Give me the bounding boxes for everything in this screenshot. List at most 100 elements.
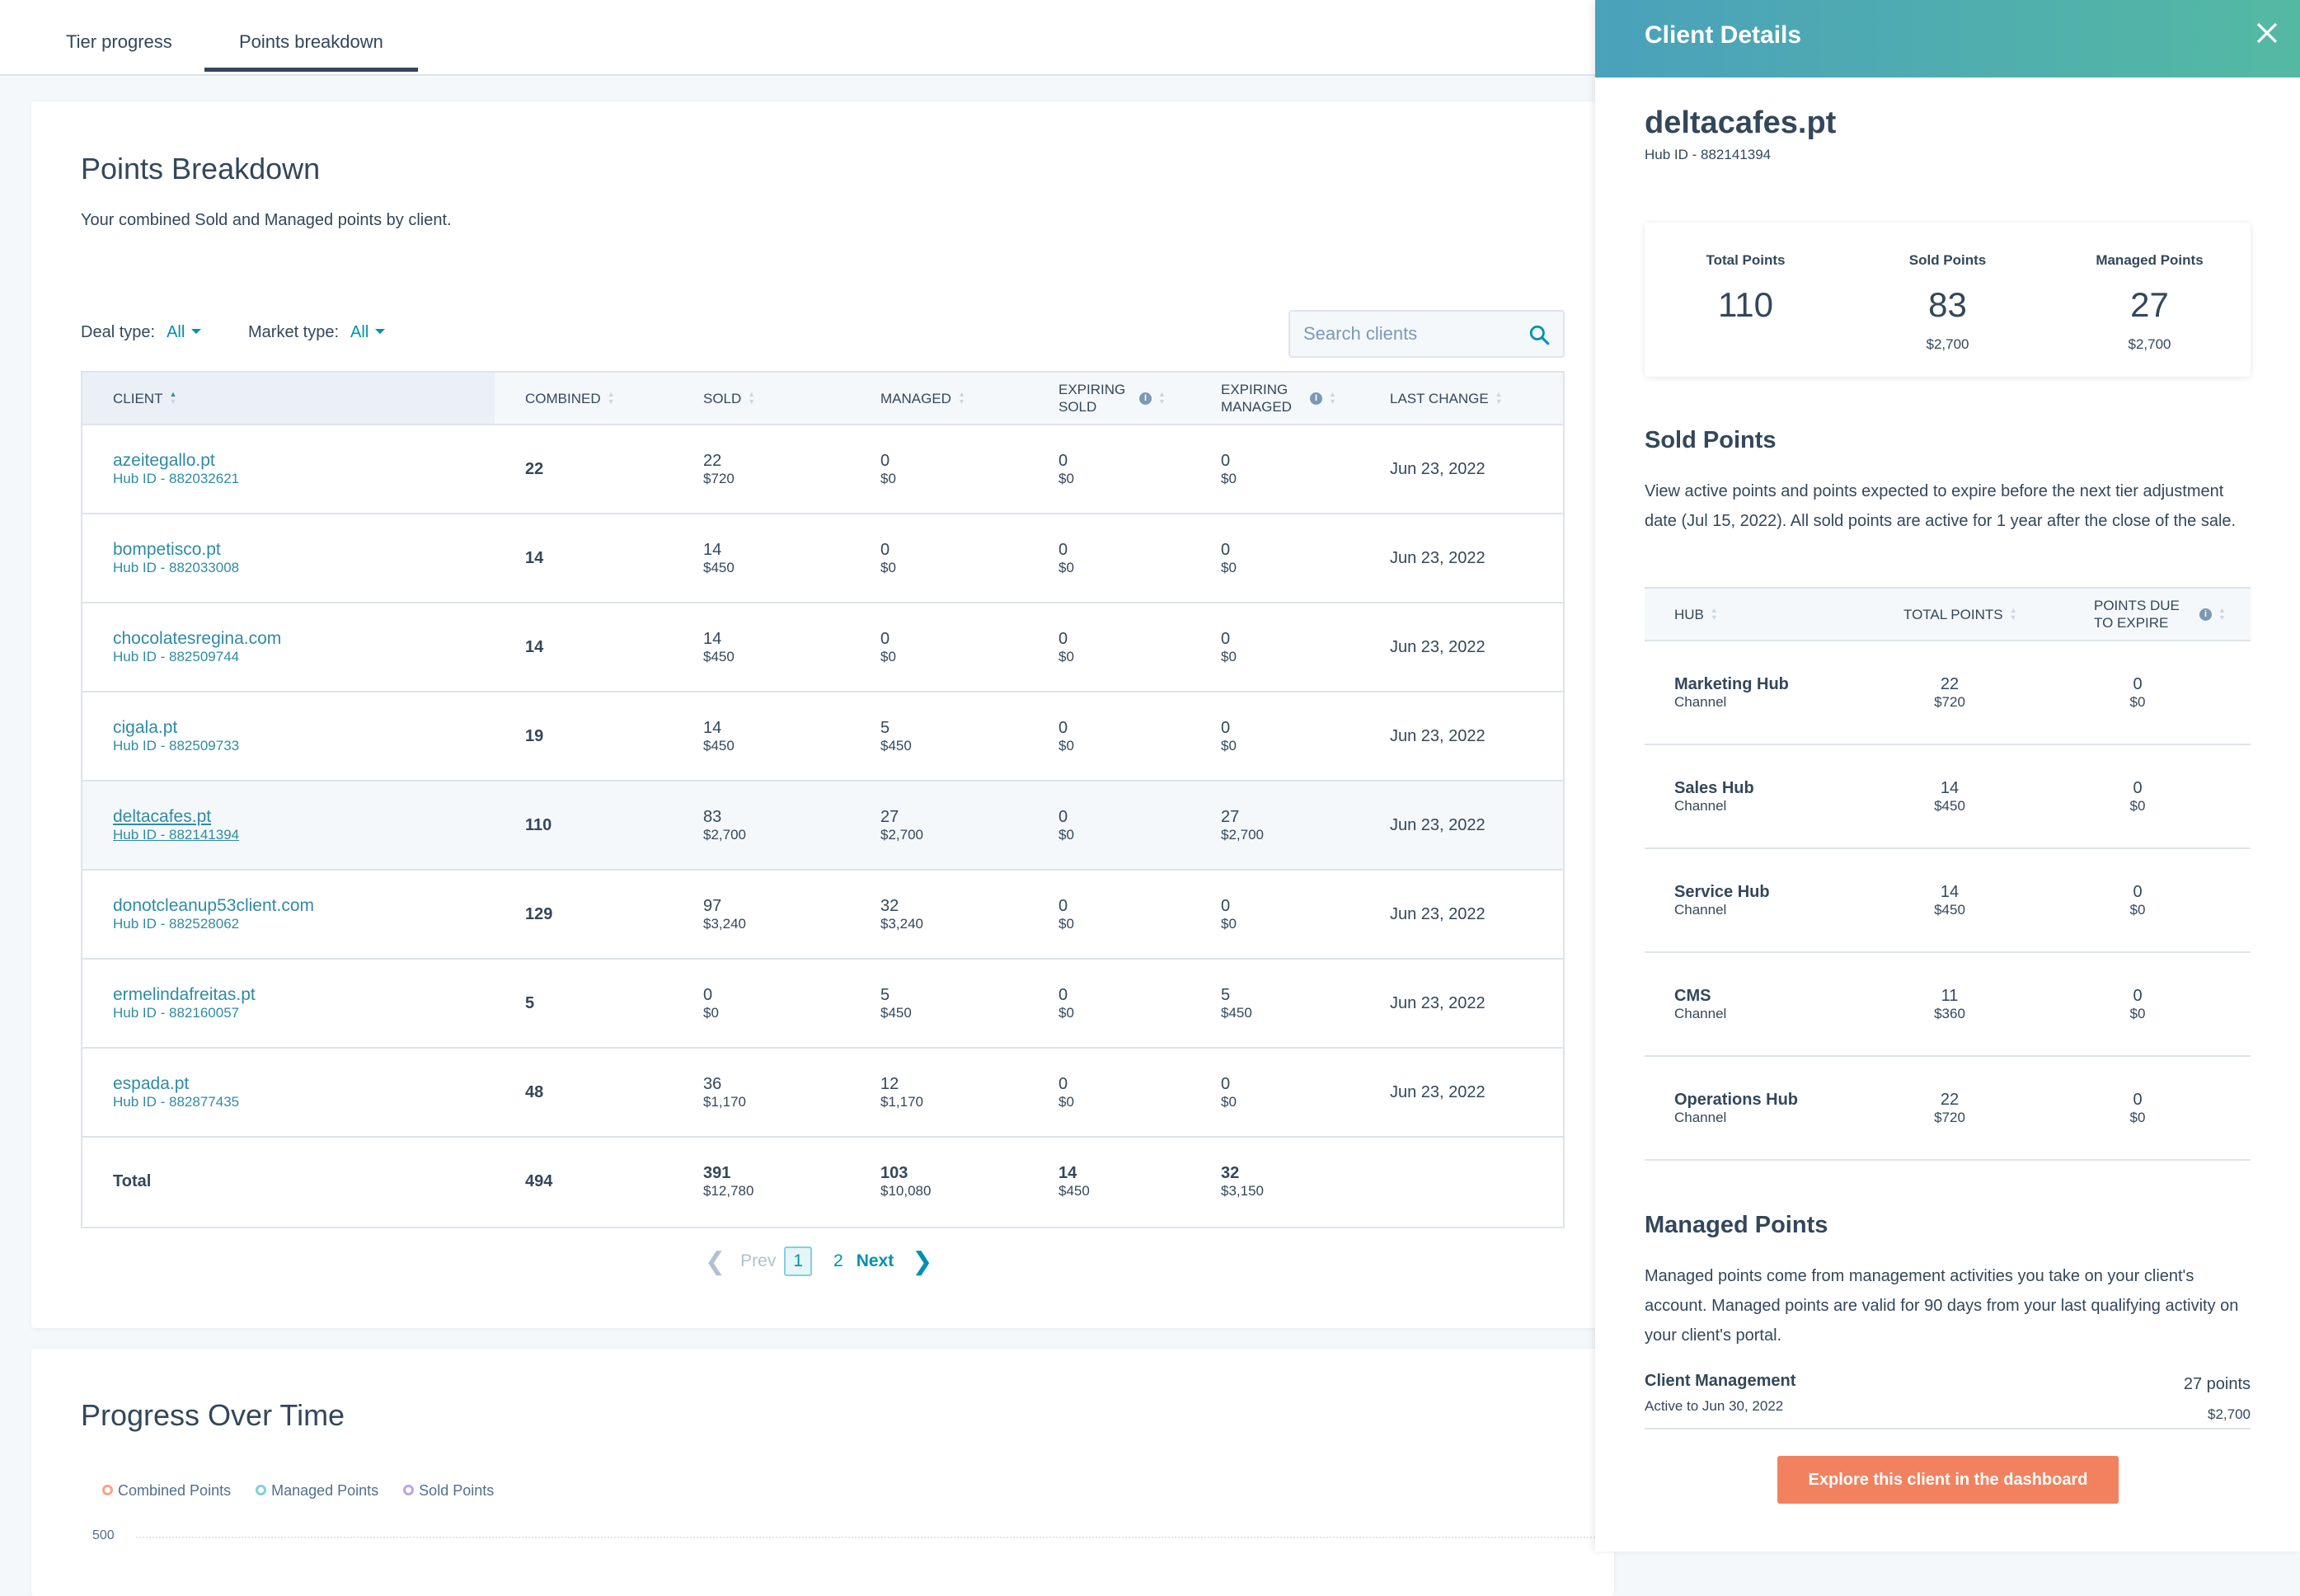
y-tick-label: 500: [92, 1528, 115, 1542]
exp_managed-value: 0 $0: [1221, 540, 1237, 575]
legend-item[interactable]: Sold Points: [403, 1482, 494, 1500]
client-link[interactable]: azeitegallo.pt: [113, 451, 215, 470]
sold-value: 14 $450: [703, 718, 735, 753]
col-total-points[interactable]: TOTAL POINTS ▲ ▼: [1903, 606, 2017, 622]
client-hub-id[interactable]: Hub ID - 882033008: [113, 560, 240, 575]
mgmt-active-date: Active to Jun 30, 2022: [1645, 1398, 1784, 1414]
table-row[interactable]: donotcleanup53client.com Hub ID - 8825280…: [82, 871, 1563, 960]
table-row[interactable]: chocolatesregina.com Hub ID - 882509744 1…: [82, 603, 1563, 692]
chart-legend: Combined Points Managed Points Sold Points: [102, 1482, 494, 1500]
client-link[interactable]: donotcleanup53client.com: [113, 896, 315, 915]
deal-type-value[interactable]: All: [167, 323, 185, 341]
client-hub-id[interactable]: Hub ID - 882141394: [113, 827, 240, 843]
sort-icon: ▲ ▼: [1329, 390, 1336, 406]
client-hub-id: Hub ID - 882141394: [1645, 147, 1772, 162]
last-change: Jun 23, 2022: [1390, 1082, 1486, 1101]
col-hub[interactable]: HUB ▲ ▼: [1674, 606, 1718, 622]
table-row[interactable]: espada.pt Hub ID - 882877435 48 36 $1,170 1…: [82, 1049, 1563, 1138]
client-link[interactable]: ermelindafreitas.pt: [113, 985, 256, 1004]
exp_managed-value: 0 $0: [1221, 629, 1237, 664]
market-type-filter[interactable]: Market type: All: [248, 323, 386, 342]
hub-row: Service Hub Channel 14 $450 0 $0: [1645, 849, 2251, 953]
table-row[interactable]: cigala.pt Hub ID - 882509733 19 14 $450 5 $4…: [82, 692, 1563, 782]
mgmt-name: Client Management: [1645, 1372, 1796, 1390]
legend-item[interactable]: Combined Points: [102, 1482, 231, 1500]
hub-row: CMS Channel 11 $360 0 $0: [1645, 953, 2251, 1057]
exp_sold-value: 0 $0: [1058, 896, 1074, 932]
sort-icon: ▲ ▼: [748, 390, 756, 406]
page-1-button[interactable]: 1: [784, 1246, 813, 1276]
last-change: Jun 23, 2022: [1390, 815, 1486, 834]
client-link[interactable]: espada.pt: [113, 1074, 190, 1093]
exp_managed-value: 0 $0: [1221, 1074, 1237, 1110]
deal-type-filter[interactable]: Deal type: All: [81, 323, 202, 342]
legend-marker-icon: [403, 1485, 415, 1495]
client-hub-id[interactable]: Hub ID - 882160057: [113, 1005, 240, 1021]
page-2-button[interactable]: 2: [833, 1251, 843, 1270]
col-managed[interactable]: MANAGED ▲ ▼: [880, 390, 965, 406]
col-client[interactable]: CLIENT ▲ ▼: [113, 390, 177, 406]
mgmt-dollars: $2,700: [2208, 1406, 2251, 1422]
managed-value: 0 $0: [880, 629, 896, 664]
stats-box: Total Points 110 Sold Points 83 $2,700 Manage…: [1645, 223, 2251, 377]
col-expiring-sold[interactable]: EXPIRING SOLD i ▲ ▼: [1058, 382, 1166, 415]
managed-value: 27 $2,700: [880, 807, 923, 843]
pagination: ❮ Prev 1 2 Next ❯: [705, 1246, 932, 1276]
legend-marker-icon: [102, 1485, 113, 1495]
client-hub-id[interactable]: Hub ID - 882528062: [113, 916, 240, 932]
tab-bar: Tier progress Points breakdown: [0, 0, 1595, 76]
search-icon[interactable]: [1528, 324, 1550, 345]
client-hub-id[interactable]: Hub ID - 882877435: [113, 1094, 240, 1110]
last-change: Jun 23, 2022: [1390, 904, 1486, 923]
legend-marker-icon: [256, 1485, 267, 1495]
exp_sold-value: 0 $0: [1058, 540, 1074, 575]
col-expiring-managed[interactable]: EXPIRING MANAGED i ▲ ▼: [1221, 382, 1336, 415]
client-hub-id[interactable]: Hub ID - 882509733: [113, 738, 240, 753]
client-hub-id[interactable]: Hub ID - 882032621: [113, 471, 240, 486]
explore-client-button[interactable]: Explore this client in the dashboard: [1777, 1456, 2119, 1504]
exp_managed-value: 5 $450: [1221, 985, 1252, 1021]
exp_managed-value: 27 $2,700: [1221, 807, 1264, 843]
mgmt-points: 27 points: [2183, 1375, 2251, 1393]
market-type-value[interactable]: All: [350, 323, 369, 341]
table-row[interactable]: azeitegallo.pt Hub ID - 882032621 22 22 $7…: [82, 425, 1563, 514]
combined-value: 14: [525, 637, 544, 656]
client-link[interactable]: chocolatesregina.com: [113, 629, 282, 648]
client-link[interactable]: deltacafes.pt: [113, 807, 212, 826]
table-row[interactable]: deltacafes.pt Hub ID - 882141394 110 83 $2…: [82, 782, 1563, 871]
sold-value: 0 $0: [703, 985, 719, 1021]
info-icon: i: [2199, 608, 2212, 621]
client-link[interactable]: cigala.pt: [113, 718, 178, 737]
table-header: CLIENT ▲ ▼ COMBINED ▲ ▼ SOLD ▲ ▼ MANAGED ▲ ▼ EXP…: [82, 373, 1563, 425]
search-input[interactable]: [1290, 312, 1513, 356]
prev-button[interactable]: Prev: [740, 1251, 777, 1270]
managed-value: 5 $450: [880, 985, 912, 1021]
tab-points-breakdown[interactable]: Points breakdown: [204, 31, 418, 72]
tab-tier-progress[interactable]: Tier progress: [66, 31, 172, 52]
chevron-left-icon[interactable]: ❮: [705, 1247, 726, 1275]
sort-icon: ▲ ▼: [1158, 390, 1166, 406]
sold-value: 36 $1,170: [703, 1074, 746, 1110]
exp_sold-value: 0 $0: [1058, 451, 1074, 486]
table-row[interactable]: ermelindafreitas.pt Hub ID - 882160057 5 …: [82, 960, 1563, 1049]
legend-item[interactable]: Managed Points: [256, 1482, 378, 1500]
col-last-change[interactable]: LAST CHANGE ▲ ▼: [1390, 390, 1503, 406]
combined-value: 19: [525, 726, 544, 745]
hub-row: Operations Hub Channel 22 $720 0 $0: [1645, 1057, 2251, 1161]
col-sold[interactable]: SOLD ▲ ▼: [703, 390, 756, 406]
table-row[interactable]: bompetisco.pt Hub ID - 882033008 14 14 $45…: [82, 514, 1563, 603]
progress-card: [31, 1349, 1614, 1596]
sold-value: 83 $2,700: [703, 807, 746, 843]
close-icon[interactable]: [2255, 21, 2279, 45]
next-button[interactable]: Next: [856, 1251, 894, 1270]
sold-value: 22 $720: [703, 451, 735, 486]
sold-value: 97 $3,240: [703, 896, 746, 932]
col-points-due[interactable]: POINTS DUE TO EXPIRE i ▲ ▼: [2094, 598, 2226, 631]
client-link[interactable]: bompetisco.pt: [113, 540, 221, 559]
client-hub-id[interactable]: Hub ID - 882509744: [113, 649, 240, 664]
chevron-right-icon[interactable]: ❯: [912, 1247, 933, 1275]
exp_managed-value: 0 $0: [1221, 896, 1237, 932]
col-combined[interactable]: COMBINED ▲ ▼: [525, 390, 615, 406]
exp_sold-value: 0 $0: [1058, 1074, 1074, 1110]
total-label: Total: [113, 1171, 152, 1190]
